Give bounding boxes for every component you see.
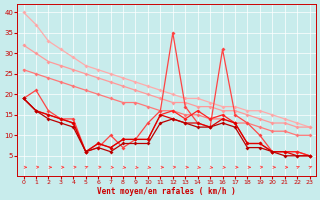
X-axis label: Vent moyen/en rafales ( km/h ): Vent moyen/en rafales ( km/h ) xyxy=(97,187,236,196)
